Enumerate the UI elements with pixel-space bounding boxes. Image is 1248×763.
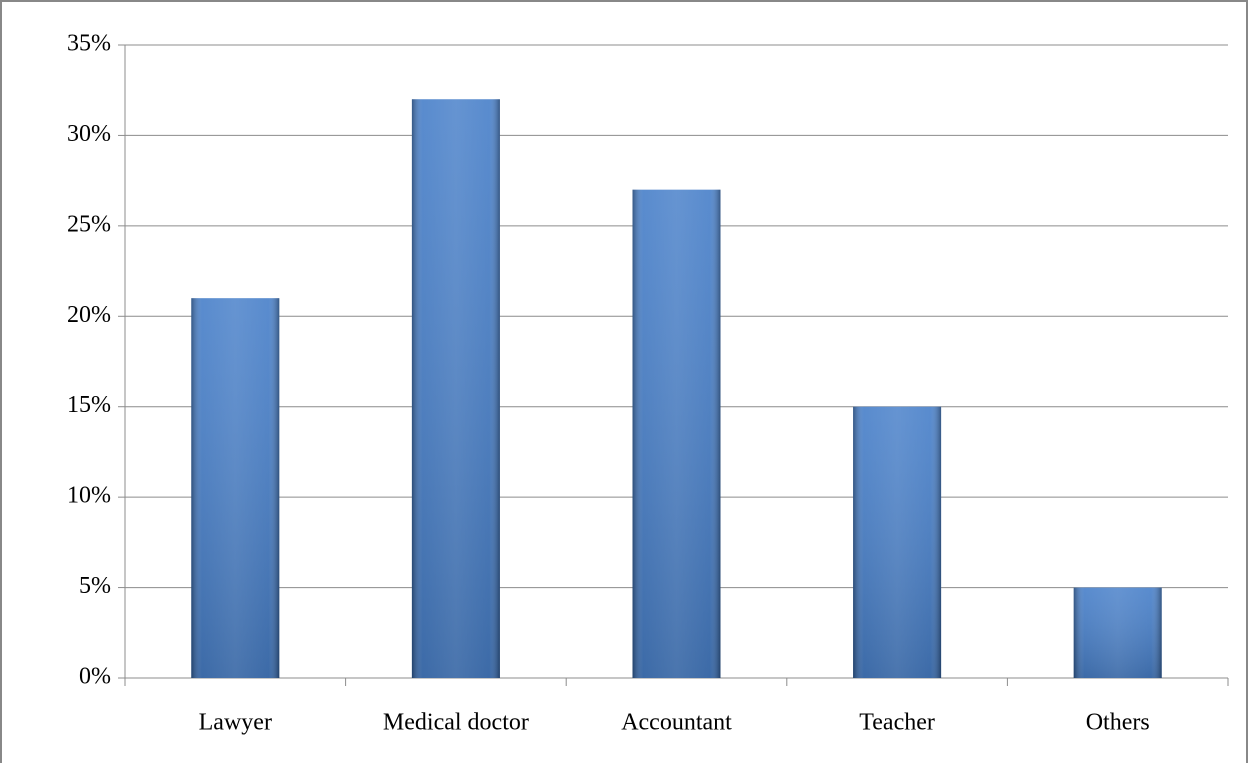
y-tick-label: 25% <box>67 211 111 237</box>
bar-shade <box>411 99 500 678</box>
x-tick-label: Accountant <box>621 710 732 736</box>
bar-shade <box>191 298 280 678</box>
x-tick-label: Teacher <box>859 710 935 736</box>
bar-shade <box>853 406 942 678</box>
y-tick-label: 0% <box>79 664 111 690</box>
y-tick-label: 5% <box>79 573 111 599</box>
bar-shade <box>632 189 721 678</box>
y-tick-label: 35% <box>67 31 111 57</box>
x-tick-label: Medical doctor <box>383 710 529 736</box>
x-tick-label: Others <box>1086 710 1150 736</box>
y-tick-label: 15% <box>67 392 111 418</box>
y-tick-label: 10% <box>67 483 111 509</box>
x-tick-label: Lawyer <box>199 710 272 736</box>
y-tick-label: 20% <box>67 302 111 328</box>
bar-shade <box>1073 587 1162 678</box>
y-tick-label: 30% <box>67 121 111 147</box>
